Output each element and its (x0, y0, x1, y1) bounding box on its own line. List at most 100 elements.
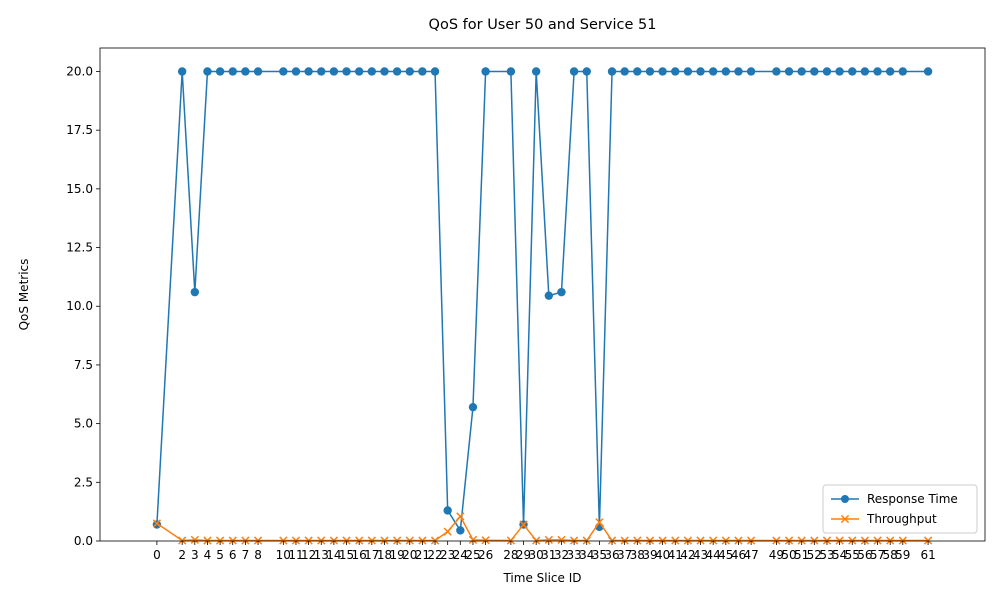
point-throughput (532, 536, 541, 545)
legend-marker-throughput (840, 514, 850, 524)
point-throughput (683, 536, 693, 545)
point-response-time (203, 67, 212, 76)
point-response-time (633, 67, 642, 76)
x-tick-label: 26 (478, 548, 493, 562)
x-tick-label: 18 (377, 548, 392, 562)
point-response-time (241, 67, 250, 76)
x-axis-label: Time Slice ID (502, 571, 581, 585)
point-throughput (607, 536, 617, 545)
point-response-time (380, 67, 389, 76)
x-tick-label: 31 (541, 548, 556, 562)
point-throughput (279, 536, 288, 545)
point-response-time (860, 67, 870, 76)
y-tick-label: 17.5 (66, 123, 93, 137)
point-throughput (696, 536, 705, 545)
y-axis-label: QoS Metrics (17, 259, 31, 331)
x-tick-label: 38 (630, 548, 645, 562)
point-throughput (671, 536, 680, 545)
x-tick-label: 6 (229, 548, 237, 562)
x-tick-label: 10 (276, 548, 291, 562)
x-tick-label: 14 (326, 548, 341, 562)
point-response-time (367, 67, 377, 76)
point-throughput (241, 536, 250, 545)
point-response-time (253, 67, 263, 76)
x-tick-label: 36 (604, 548, 619, 562)
legend-label-throughput: Throughput (866, 512, 937, 526)
point-throughput (784, 536, 794, 545)
x-tick-label: 7 (242, 548, 250, 562)
point-throughput (645, 536, 655, 545)
point-throughput (418, 536, 427, 545)
point-response-time (873, 67, 882, 76)
point-response-time (923, 67, 933, 76)
point-response-time (696, 67, 705, 76)
point-response-time (418, 67, 427, 76)
legend: Response Time Throughput (822, 484, 978, 534)
point-throughput (152, 519, 162, 528)
point-response-time (354, 67, 364, 76)
point-response-time (885, 67, 895, 76)
point-throughput (329, 536, 339, 545)
x-tick-label: 8 (254, 548, 262, 562)
x-tick-label: 42 (680, 548, 695, 562)
point-response-time (708, 67, 718, 76)
x-tick-label: 51 (794, 548, 809, 562)
x-tick-label: 32 (554, 548, 569, 562)
point-throughput (481, 536, 490, 545)
x-tick-label: 33 (566, 548, 581, 562)
x-tick-label: 28 (503, 548, 518, 562)
x-tick-label: 19 (389, 548, 404, 562)
x-tick-label: 23 (440, 548, 455, 562)
point-throughput (734, 536, 743, 545)
point-response-time (531, 67, 541, 76)
point-throughput (392, 536, 402, 545)
point-throughput (923, 536, 933, 545)
point-throughput (860, 536, 870, 545)
y-tick-label: 20.0 (66, 64, 93, 78)
y-ticks: 0.0 2.5 5.0 7.5 10.0 12.5 15.0 17.5 20.0 (66, 64, 100, 548)
point-response-time (291, 67, 301, 76)
point-response-time (228, 67, 237, 76)
point-throughput (557, 535, 566, 544)
x-tick-label: 55 (845, 548, 860, 562)
point-response-time (405, 67, 414, 76)
x-tick-label: 35 (592, 548, 607, 562)
point-response-time (279, 67, 288, 76)
point-throughput (253, 536, 263, 545)
x-tick-label: 3 (191, 548, 199, 562)
marks-layer (152, 67, 933, 545)
x-tick-label: 47 (743, 548, 758, 562)
x-tick-label: 16 (352, 548, 367, 562)
axes-frame (99, 47, 986, 542)
x-tick-label: 56 (857, 548, 872, 562)
point-throughput (633, 536, 642, 545)
x-tick-label: 54 (832, 548, 847, 562)
x-tick-label: 17 (364, 548, 379, 562)
point-response-time (721, 67, 731, 76)
x-tick-label: 13 (314, 548, 329, 562)
point-throughput (772, 536, 781, 545)
point-throughput (405, 536, 414, 545)
point-response-time (620, 67, 629, 76)
point-response-time (317, 67, 326, 76)
point-response-time (342, 67, 351, 76)
y-tick-label: 5.0 (74, 417, 93, 431)
point-response-time (430, 67, 440, 76)
point-throughput (620, 536, 629, 545)
x-tick-label: 2 (178, 548, 186, 562)
point-throughput (506, 536, 516, 545)
series-line-throughput (156, 515, 929, 542)
x-tick-label: 61 (920, 548, 935, 562)
x-tick-label: 37 (617, 548, 632, 562)
x-tick-label: 34 (579, 548, 594, 562)
x-tick-label: 4 (204, 548, 212, 562)
x-tick-label: 12 (301, 548, 316, 562)
point-throughput (569, 536, 579, 545)
point-throughput (304, 536, 313, 545)
point-response-time (898, 67, 908, 76)
point-throughput (203, 536, 212, 545)
x-tick-label: 29 (516, 548, 531, 562)
x-tick-label: 20 (402, 548, 417, 562)
